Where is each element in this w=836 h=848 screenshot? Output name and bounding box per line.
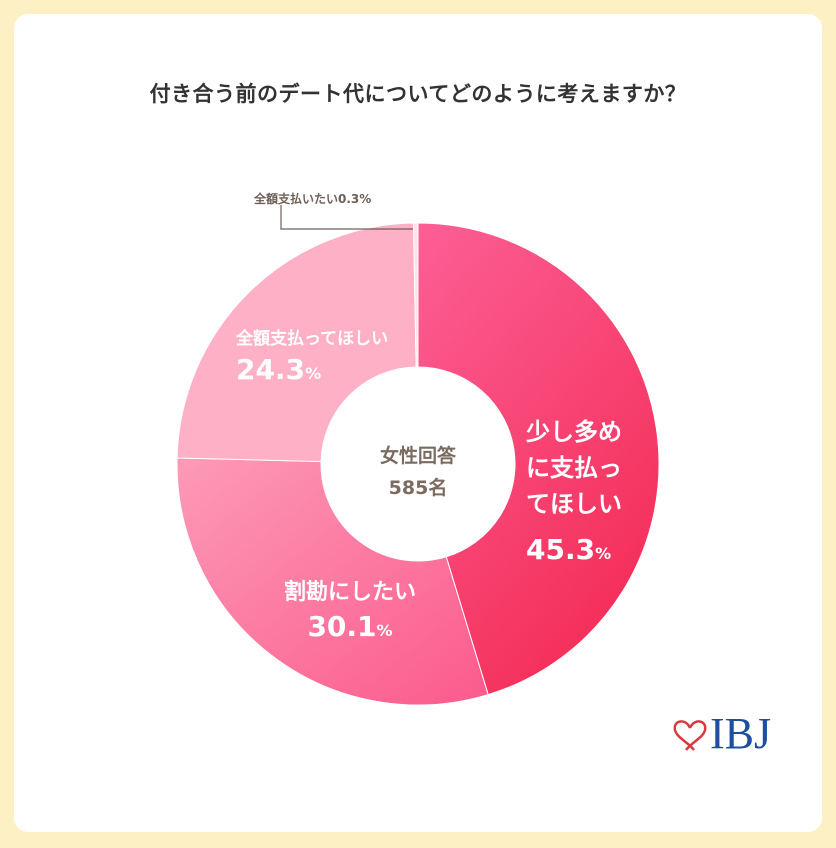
- chart-title: 付き合う前のデート代についてどのように考えますか？: [149, 82, 687, 106]
- slice-0: [417, 222, 660, 696]
- slice-3: [412, 222, 419, 368]
- center-label: 女性回答 585名: [379, 445, 456, 499]
- label-zengaku-shiharai-tai: 全額支払いたい0.3%: [254, 192, 372, 206]
- slice-1: [176, 457, 489, 706]
- ibj-logo: IBJ: [670, 712, 771, 756]
- label-warikan: 割勘にしたい 30.1%: [283, 580, 416, 643]
- label-zengaku-shiharatte: 全額支払ってほしい 24.3%: [236, 329, 389, 386]
- leader-line: [280, 205, 413, 230]
- heart-icon: [673, 720, 707, 751]
- label-sukoshi-oome: 少し多めに支払ってほしい 45.3%: [526, 418, 622, 566]
- slice-2: [176, 222, 417, 463]
